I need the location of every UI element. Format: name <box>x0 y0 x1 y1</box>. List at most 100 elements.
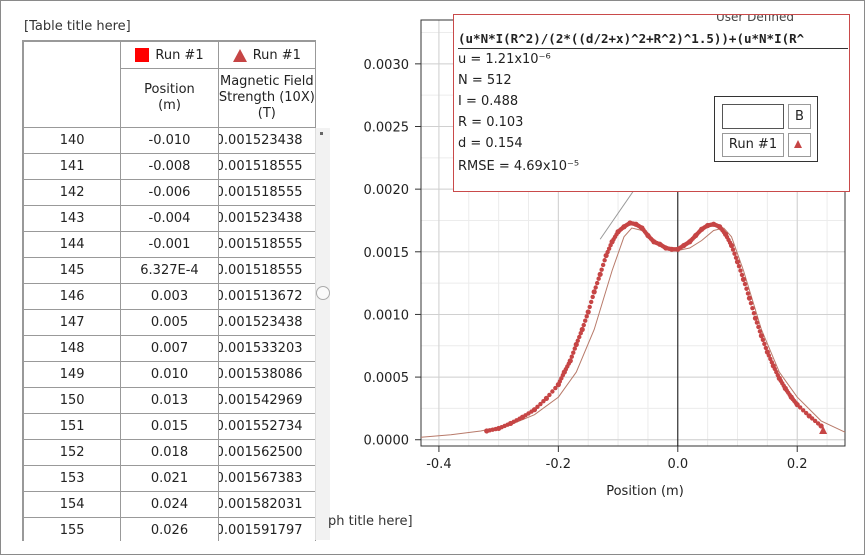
position-cell[interactable]: 0.007 <box>120 335 219 362</box>
data-point-dense <box>760 337 766 343</box>
table-row[interactable]: 149 0.010 0.001538086 <box>23 361 316 388</box>
row-index[interactable]: 141 <box>23 153 122 180</box>
data-point[interactable] <box>758 333 764 339</box>
field-cell[interactable]: 0.001552734 <box>217 413 316 440</box>
column-header-field[interactable]: Magnetic Field Strength (10X) (T) <box>217 68 316 128</box>
position-cell[interactable]: 0.024 <box>120 491 219 518</box>
data-point-dense <box>572 346 577 351</box>
x-tick-label: 0.0 <box>667 457 688 472</box>
y-tick-label: 0.0000 <box>364 434 410 449</box>
fit-param-n: N = 512 <box>458 73 512 88</box>
data-point[interactable] <box>585 309 591 315</box>
row-index[interactable]: 153 <box>23 465 122 492</box>
field-cell[interactable]: 0.001562500 <box>217 439 316 466</box>
position-cell[interactable]: 0.026 <box>120 517 219 541</box>
position-cell[interactable]: -0.008 <box>120 153 219 180</box>
run-triangle-icon <box>232 48 247 62</box>
fit-param-u: u = 1.21x10⁻⁶ <box>458 52 551 67</box>
data-point-dense <box>614 232 619 237</box>
data-point-dense <box>809 416 815 421</box>
row-index[interactable]: 155 <box>23 517 122 541</box>
data-point[interactable] <box>746 295 753 301</box>
legend-measurement-slot[interactable] <box>722 104 784 129</box>
position-cell[interactable]: 0.015 <box>120 413 219 440</box>
table-row[interactable]: 145 6.327E-4 0.001518555 <box>23 257 316 284</box>
field-cell[interactable]: 0.001538086 <box>217 361 316 388</box>
row-index[interactable]: 143 <box>23 205 122 232</box>
position-cell[interactable]: 0.010 <box>120 361 219 388</box>
data-point-dense <box>550 389 555 394</box>
data-point-dense <box>590 294 595 300</box>
data-point-dense <box>757 329 763 334</box>
data-point[interactable] <box>543 395 550 401</box>
field-cell[interactable]: 0.001518555 <box>217 257 316 284</box>
row-index[interactable]: 147 <box>23 309 122 336</box>
data-point-dense <box>686 240 691 245</box>
table-title[interactable]: [Table title here] <box>24 19 131 34</box>
legend-run-label[interactable]: Run #1 <box>722 133 784 157</box>
field-cell[interactable]: 0.001518555 <box>217 231 316 258</box>
field-cell[interactable]: 0.001518555 <box>217 179 316 206</box>
table-row[interactable]: 142 -0.006 0.001518555 <box>23 179 316 206</box>
run-header-position[interactable]: Run #1 <box>120 41 219 69</box>
data-point-dense <box>644 231 649 236</box>
table-row[interactable]: 151 0.015 0.001552734 <box>23 413 316 440</box>
data-point[interactable] <box>597 271 603 277</box>
data-point[interactable] <box>579 326 585 333</box>
row-index[interactable]: 148 <box>23 335 122 362</box>
data-point[interactable] <box>734 259 741 265</box>
table-row[interactable]: 146 0.003 0.001513672 <box>23 283 316 310</box>
data-point-dense <box>583 318 588 323</box>
data-point-dense <box>606 246 612 251</box>
data-point[interactable] <box>591 289 597 295</box>
data-point-dense <box>638 224 643 230</box>
data-point-dense <box>763 345 769 351</box>
legend-b-label[interactable]: B <box>788 104 811 129</box>
field-cell[interactable]: 0.001523438 <box>217 205 316 232</box>
scroll-up-arrow-icon[interactable] <box>320 132 323 135</box>
table-row[interactable]: 154 0.024 0.001582031 <box>23 491 316 518</box>
data-point-dense <box>733 255 739 260</box>
table-row[interactable]: 152 0.018 0.001562500 <box>23 439 316 466</box>
data-point-dense <box>730 247 736 252</box>
data-point-dense <box>762 341 767 347</box>
position-cell[interactable]: 0.013 <box>120 387 219 414</box>
graph-legend[interactable]: B Run #1 <box>714 96 818 162</box>
field-cell[interactable]: 0.001582031 <box>217 491 316 518</box>
data-point-dense <box>800 408 806 413</box>
data-point[interactable] <box>752 315 759 321</box>
data-point[interactable] <box>573 341 579 348</box>
row-index[interactable]: 140 <box>23 127 122 154</box>
position-cell[interactable]: 0.018 <box>120 439 219 466</box>
table-scrollbar[interactable] <box>315 128 330 540</box>
position-cell[interactable]: 0.021 <box>120 465 219 492</box>
data-point-dense <box>575 338 580 343</box>
column-header-position[interactable]: Position (m) <box>120 68 219 128</box>
legend-run-symbol[interactable] <box>788 133 811 157</box>
data-point-dense <box>721 230 727 235</box>
table-row[interactable]: 155 0.026 0.001591797 <box>23 517 316 541</box>
data-point-dense <box>787 392 792 398</box>
field-cell[interactable]: 0.001591797 <box>217 517 316 541</box>
scroll-thumb[interactable] <box>316 286 330 300</box>
field-cell[interactable]: 0.001567383 <box>217 465 316 492</box>
data-point-dense <box>577 334 582 340</box>
field-cell[interactable]: 0.001523438 <box>217 309 316 336</box>
row-index[interactable]: 142 <box>23 179 122 206</box>
table-row[interactable]: 143 -0.004 0.001523438 <box>23 205 316 232</box>
table-row[interactable]: 147 0.005 0.001523438 <box>23 309 316 336</box>
field-cell[interactable]: 0.001523438 <box>217 127 316 154</box>
table-row[interactable]: 153 0.021 0.001567383 <box>23 465 316 492</box>
graph-title[interactable]: ph title here] <box>328 514 413 529</box>
y-tick-label: 0.0020 <box>364 183 410 198</box>
row-index[interactable]: 144 <box>23 231 122 258</box>
fit-equation[interactable]: (u*N*I(R^2)/(2*((d/2+x)^2+R^2)^1.5))+(u*… <box>458 31 805 46</box>
table-row[interactable]: 148 0.007 0.001533203 <box>23 335 316 362</box>
data-point[interactable] <box>740 276 747 282</box>
field-cell[interactable]: 0.001533203 <box>217 335 316 362</box>
data-point-dense <box>739 272 745 278</box>
data-point-dense <box>594 280 600 286</box>
field-cell[interactable]: 0.001542969 <box>217 387 316 414</box>
data-point-dense <box>748 300 754 306</box>
row-index[interactable]: 149 <box>23 361 122 388</box>
